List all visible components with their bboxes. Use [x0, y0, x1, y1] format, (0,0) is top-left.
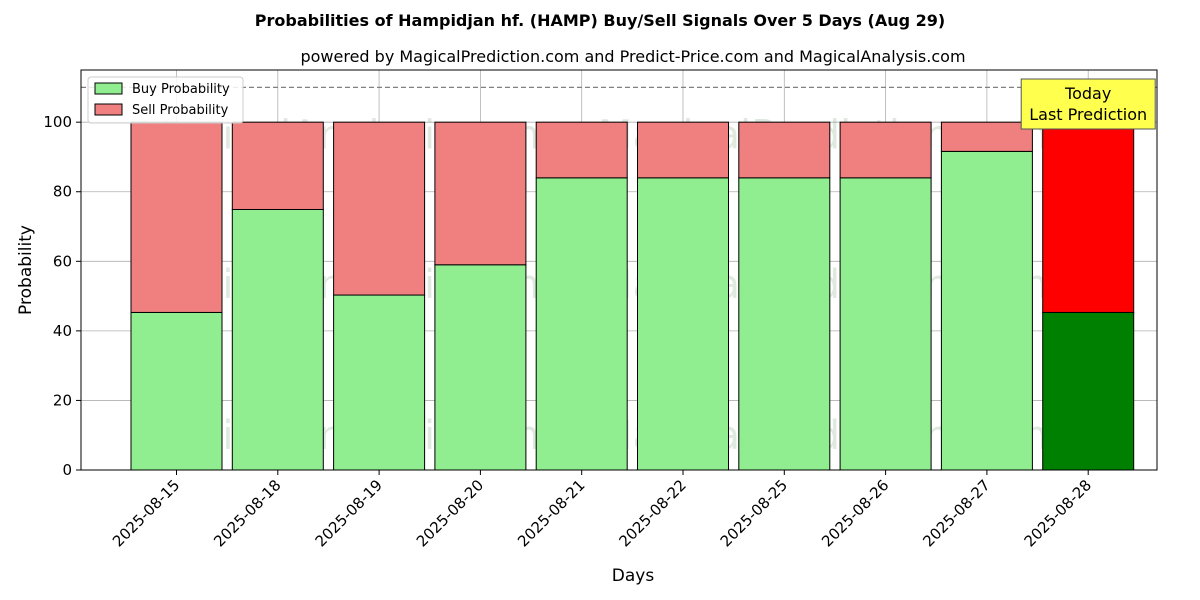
sell-bar — [333, 121, 426, 296]
sell-bar — [839, 121, 932, 179]
x-tick-label: 2025-08-21 — [514, 476, 588, 550]
y-tick-label: 40 — [53, 322, 72, 340]
x-tick-label: 2025-08-27 — [919, 476, 993, 550]
buy-bar — [333, 294, 426, 471]
bars — [130, 121, 1135, 471]
y-tick-label: 0 — [62, 461, 72, 479]
buy-bar — [738, 177, 831, 471]
annotation-text: Today — [1064, 84, 1111, 103]
legend-swatch-buy — [94, 82, 123, 95]
buy-bar — [535, 177, 628, 471]
x-tick-label: 2025-08-18 — [210, 476, 284, 550]
buy-bar — [940, 150, 1033, 471]
buy-bar — [231, 208, 324, 471]
y-axis: 0 20 40 60 80 100 — [43, 113, 81, 479]
annotation-text: Last Prediction — [1029, 105, 1147, 124]
y-tick-label: 60 — [53, 252, 72, 270]
x-tick-label: 2025-08-25 — [717, 476, 791, 550]
legend-label-buy: Buy Probability — [132, 82, 230, 97]
y-axis-label: Probability — [16, 225, 36, 315]
y-tick-label: 80 — [53, 183, 72, 201]
sell-bar — [535, 121, 628, 179]
sell-bar — [738, 121, 831, 179]
chart-subtitle: powered by MagicalPrediction.com and Pre… — [300, 47, 965, 66]
sell-bar — [637, 121, 729, 179]
legend-swatch-sell — [94, 103, 123, 116]
annotation-box — [1020, 78, 1156, 130]
x-tick-label: 2025-08-26 — [818, 476, 892, 550]
y-tick-label: 100 — [43, 113, 72, 131]
buy-bar — [1042, 311, 1135, 471]
x-axis: 2025-08-15 2025-08-18 2025-08-19 2025-08-20… — [109, 470, 1095, 550]
sell-bar — [1042, 121, 1135, 313]
buy-bar — [434, 264, 527, 471]
sell-bar — [130, 121, 223, 313]
legend: Buy Probability Sell Probability — [87, 76, 244, 124]
legend-box — [87, 76, 244, 124]
plot-frame — [80, 69, 1158, 471]
sell-bar — [940, 121, 1033, 152]
x-tick-label: 2025-08-15 — [109, 476, 183, 550]
x-tick-label: 2025-08-22 — [615, 476, 689, 550]
buy-bar — [130, 311, 223, 471]
sell-bar — [231, 121, 324, 210]
buy-bar — [839, 177, 932, 471]
x-tick-label: 2025-08-20 — [413, 476, 487, 550]
annotation: Today Last Prediction — [1020, 78, 1156, 130]
x-tick-label: 2025-08-28 — [1021, 476, 1095, 550]
legend-label-sell: Sell Probability — [132, 103, 229, 118]
x-tick-label: 2025-08-19 — [312, 476, 386, 550]
buy-bar — [637, 177, 729, 471]
chart-title: Probabilities of Hampidjan hf. (HAMP) Bu… — [255, 11, 945, 30]
sell-bar — [434, 121, 527, 266]
x-axis-label: Days — [612, 566, 655, 586]
y-tick-label: 20 — [53, 391, 72, 409]
